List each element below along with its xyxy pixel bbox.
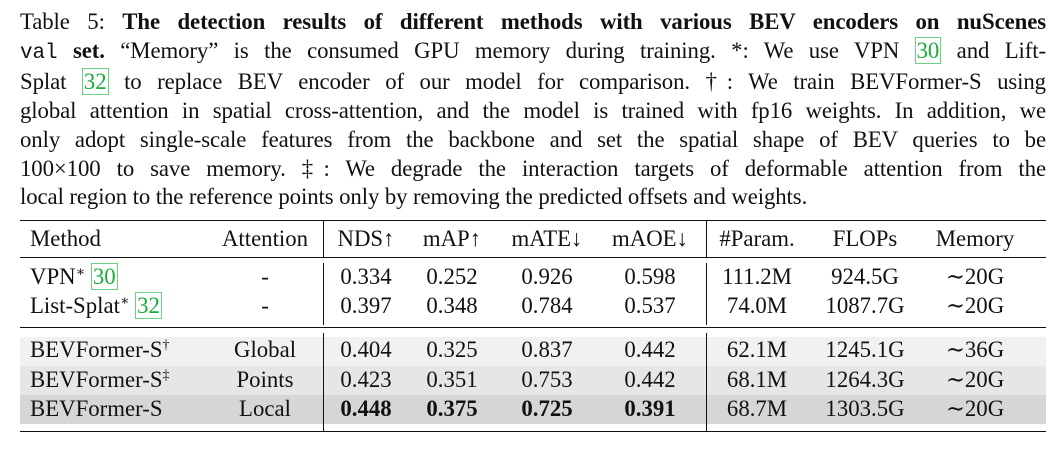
column-header: #Param. [719, 226, 795, 251]
caption-line-4: global attention in spatial cross-attent… [20, 98, 1046, 124]
column-header: NDS↑ [337, 226, 395, 251]
table-cell: 0.442 [624, 367, 676, 392]
table-cell: Points [236, 367, 294, 392]
column-header: Attention [221, 226, 309, 251]
column-header: mATE↓ [511, 226, 583, 251]
column-header: mAOE↓ [612, 226, 688, 251]
table-cell: 0.837 [521, 337, 573, 362]
table-cell: - [261, 264, 269, 289]
table-cell: ∼20G [945, 367, 1005, 392]
column-divider [706, 263, 707, 325]
table-group-rule [20, 327, 1046, 328]
row-shade [20, 395, 1046, 424]
table-cell: 0.926 [521, 264, 573, 289]
column-header: FLOPs [832, 226, 898, 251]
column-divider [323, 221, 324, 258]
table-cell: 0.537 [624, 293, 676, 318]
table-row-method: BEVFormer-S [30, 396, 163, 421]
row-shade [20, 337, 1046, 366]
table-cell: Global [233, 337, 297, 362]
column-divider [706, 221, 707, 258]
table-cell-best: 0.391 [624, 396, 676, 421]
table-cell: 1264.3G [825, 367, 905, 392]
table-row-method: VPN∗ 30 [30, 263, 118, 290]
table-cell: 0.348 [426, 293, 478, 318]
table-cell: 0.598 [624, 264, 676, 289]
table-cell: ∼20G [945, 396, 1005, 421]
table-bottom-rule [20, 431, 1046, 433]
table-cell: 1303.5G [825, 396, 905, 421]
table-cell: 0.423 [340, 367, 392, 392]
caption-title: The detection results of different metho… [122, 9, 1046, 34]
table-cell: 0.325 [426, 337, 478, 362]
table-cell: 0.442 [624, 337, 676, 362]
column-header: mAP↑ [422, 226, 482, 251]
caption-line-6: 100×100 to save memory. ‡: We degrade th… [20, 155, 1046, 181]
table-cell: - [261, 293, 269, 318]
column-header: Method [30, 226, 101, 251]
table-cell: 74.0M [726, 293, 788, 318]
table-cell: 62.1M [726, 337, 788, 362]
column-header: Memory [935, 226, 1015, 251]
table-cell: 924.5G [831, 264, 899, 289]
caption-line-3: Splat 32 to replace BEV encoder of our m… [20, 68, 1046, 96]
caption-line-2: val set. “Memory” is the consumed GPU me… [20, 36, 1046, 65]
citation-link[interactable]: 32 [81, 68, 109, 96]
table-row-method: BEVFormer-S‡ [30, 367, 170, 392]
table-cell: 0.404 [340, 337, 392, 362]
column-divider [323, 263, 324, 325]
caption-line-7: local region to the reference points onl… [20, 184, 808, 210]
table-cell-best: 0.725 [521, 396, 573, 421]
table-cell: 68.1M [726, 367, 788, 392]
table-row-method: List-Splat∗ 32 [30, 292, 162, 319]
table-cell: 111.2M [722, 264, 792, 289]
citation-link[interactable]: 30 [90, 263, 118, 290]
table-cell: 0.784 [521, 293, 573, 318]
table-cell: ∼20G [945, 293, 1005, 318]
table-cell: Local [239, 396, 291, 421]
table-cell: 68.7M [726, 396, 788, 421]
column-divider [323, 333, 324, 431]
row-shade [20, 366, 1046, 395]
table-cell: ∼36G [945, 337, 1005, 362]
table-cell: 1087.7G [825, 293, 905, 318]
table-cell-best: 0.375 [426, 396, 478, 421]
caption-line-5: only adopt single-scale features from th… [20, 126, 1046, 152]
table-top-rule [20, 220, 1046, 222]
citation-link[interactable]: 30 [914, 36, 942, 64]
column-divider [706, 333, 707, 431]
table-cell-best: 0.448 [340, 396, 392, 421]
table-cell: 0.397 [340, 293, 392, 318]
table-cell: 0.334 [340, 264, 392, 289]
table-cell: ∼20G [945, 264, 1005, 289]
table-caption: Table 5: The detection results of differ… [20, 8, 1046, 212]
table-cell: 1245.1G [825, 337, 905, 362]
table-row-method: BEVFormer-S† [30, 337, 170, 362]
citation-link[interactable]: 32 [135, 292, 162, 319]
table-cell: 0.351 [426, 367, 478, 392]
caption-line-1: Table 5: The detection results of differ… [20, 9, 1046, 34]
table-header-rule [20, 257, 1046, 258]
table-cell: 0.753 [521, 367, 573, 392]
table-cell: 0.252 [426, 264, 478, 289]
